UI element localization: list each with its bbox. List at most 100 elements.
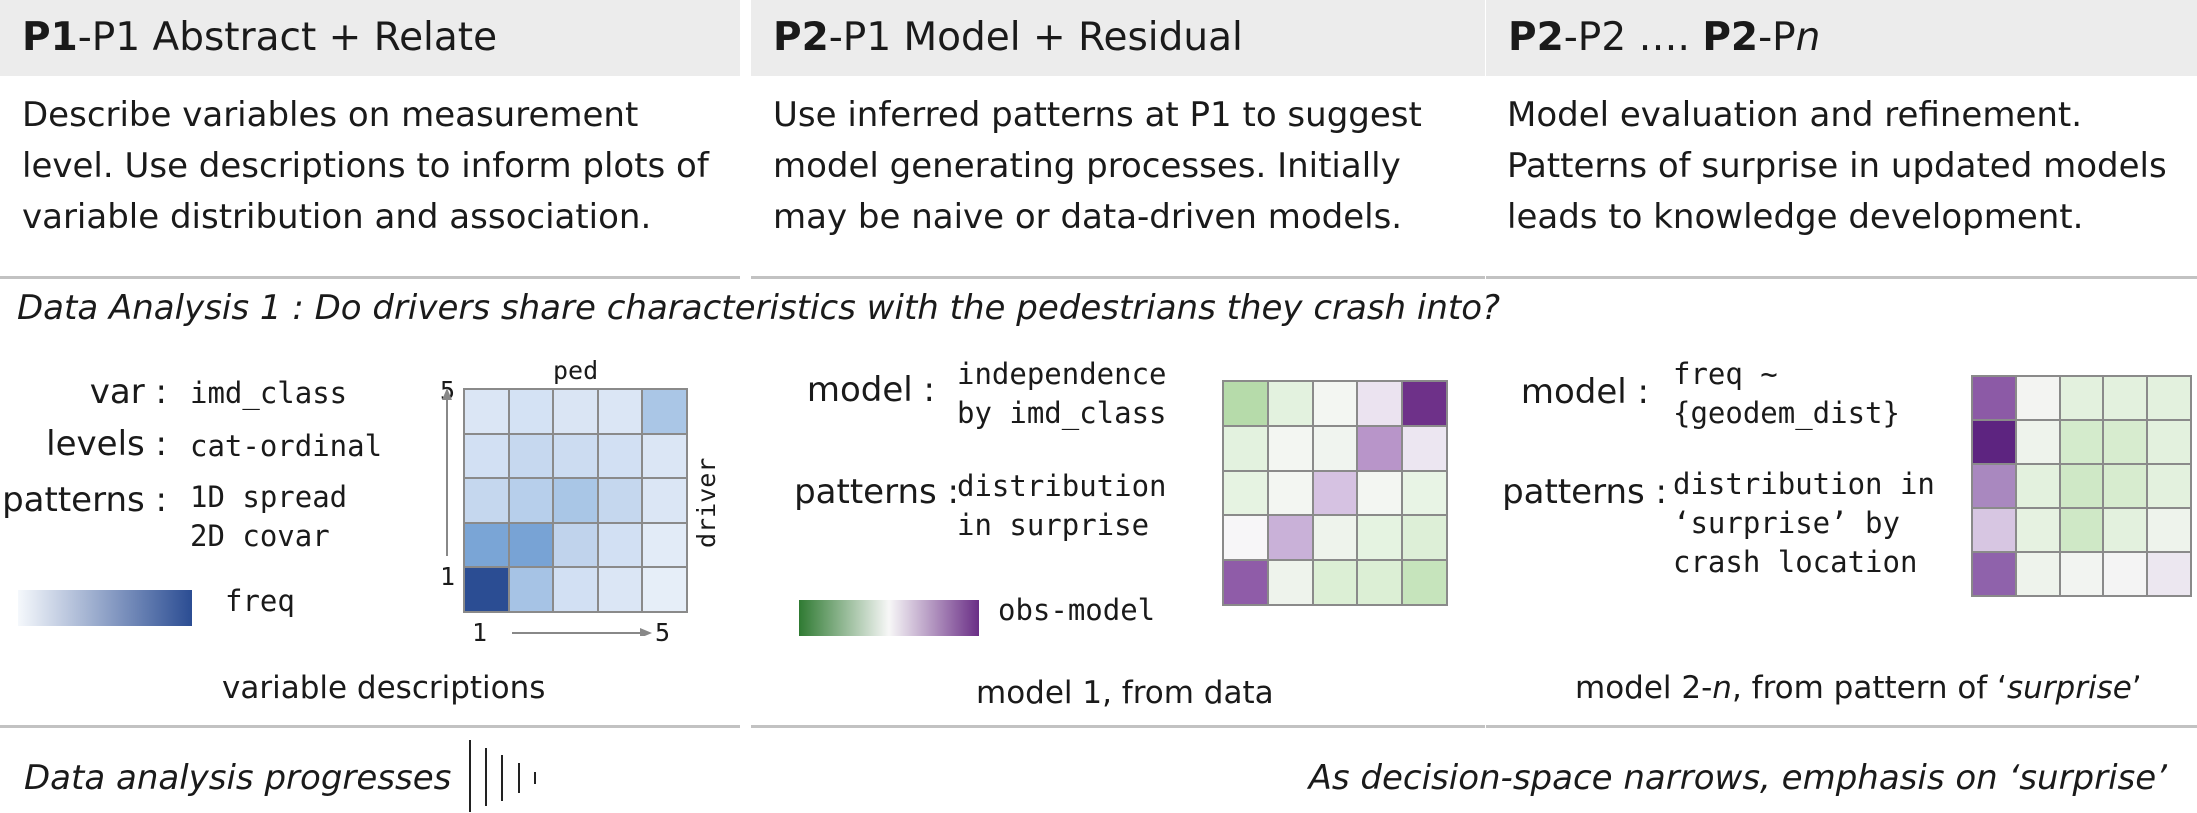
- divider-lower-1: [0, 725, 740, 728]
- panel1-heatmap-cell-4-0: [464, 567, 509, 612]
- panel3-heatmap-cell-2-2: [2059, 464, 2104, 508]
- panel1-levels-label: levels :: [46, 424, 167, 464]
- panel3-heatmap-cell-3-2: [2059, 508, 2104, 552]
- panel3-heatmap-cell-2-1: [2015, 464, 2060, 508]
- panel3-heatmap-cell-4-0: [1972, 552, 2016, 596]
- panel3-heatmap-cell-1-1: [2015, 420, 2060, 464]
- panel1-levels-value: cat-ordinal: [190, 429, 383, 463]
- panel1-x-min-tick: 1: [472, 618, 488, 647]
- column-header-p2-pn: P2-P2 …. P2-Pn: [1486, 0, 2197, 76]
- panel2-heatmap-cell-4-3: [1357, 560, 1403, 605]
- divider-upper-1: [0, 276, 740, 279]
- panel1-legend-label: freq: [225, 584, 295, 618]
- panel2-model-value: independence by imd_class: [957, 357, 1167, 430]
- panel2-legend-label: obs-model: [998, 593, 1156, 627]
- panel1-heatmap-cell-3-0: [464, 522, 509, 568]
- panel1-heatmap-cell-2-1: [508, 478, 554, 523]
- panel2-heatmap-cell-2-1: [1267, 470, 1313, 516]
- panel2-heatmap-cell-4-4: [1402, 560, 1447, 605]
- panel3-heatmap-cell-4-2: [2059, 552, 2104, 596]
- panel3-patterns-value: distribution in ‘surprise’ by crash loca…: [1673, 467, 1935, 579]
- panel3-heatmap-cell-3-4: [2147, 508, 2191, 552]
- divider-upper-2: [751, 276, 1485, 279]
- panel1-heatmap-cell-3-3: [597, 522, 643, 568]
- panel3-heatmap-cell-0-1: [2015, 376, 2060, 420]
- panel1-heatmap-cell-4-3: [597, 567, 643, 612]
- panel3-heatmap-cell-4-3: [2103, 552, 2148, 596]
- panel3-heatmap: [1971, 375, 2192, 597]
- description-p1: Describe variables on measurement level.…: [22, 95, 709, 237]
- panel1-heatmap-cell-1-0: [464, 433, 509, 479]
- panel2-heatmap-cell-1-0: [1223, 425, 1268, 471]
- footer-progress-text: Data analysis progresses: [24, 758, 452, 798]
- panel2-heatmap-cell-0-1: [1267, 381, 1313, 426]
- divider-lower-2: [751, 725, 1485, 728]
- header-p3-bold2: P2: [1702, 15, 1759, 60]
- panel3-heatmap-cell-2-4: [2147, 464, 2191, 508]
- panel3-heatmap-cell-0-0: [1972, 376, 2016, 420]
- panel1-var-label: var :: [89, 372, 167, 412]
- panel3-heatmap-cell-3-3: [2103, 508, 2148, 552]
- description-p2-p1: Use inferred patterns at P1 to suggest m…: [773, 95, 1422, 237]
- panel3-model-label: model :: [1520, 372, 1649, 412]
- panel1-heatmap-cell-3-2: [553, 522, 598, 568]
- panel2-patterns-value: distribution in surprise: [957, 469, 1167, 542]
- header-p1-bold: P1: [22, 15, 78, 60]
- panel1-heatmap-cell-4-4: [642, 567, 687, 612]
- panel2-heatmap-cell-1-2: [1312, 425, 1358, 471]
- panel1-heatmap-cell-0-3: [597, 389, 643, 434]
- header-p3-bold: P2: [1508, 15, 1564, 60]
- panel1-freq-legend-bar: [18, 590, 192, 626]
- panel3-patterns-label: patterns :: [1502, 472, 1667, 512]
- panel3-heatmap-cell-1-4: [2147, 420, 2191, 464]
- panel1-x-max-tick: 5: [655, 618, 671, 647]
- header-p3-text2: -P: [1758, 15, 1796, 60]
- panel3-heatmap-cell-3-1: [2015, 508, 2060, 552]
- panel3-model-value: freq ~ {geodem_dist}: [1673, 357, 1900, 430]
- panel1-patterns-label: patterns :: [2, 480, 167, 520]
- panel1-heatmap-cell-0-1: [508, 389, 554, 434]
- panel2-heatmap-cell-1-3: [1357, 425, 1403, 471]
- panel1-heatmap-cell-1-1: [508, 433, 554, 479]
- panel1-axis-arrows: [442, 388, 652, 636]
- header-p2-bold: P2: [773, 15, 829, 60]
- panel3-heatmap-cell-0-2: [2059, 376, 2104, 420]
- panel2-heatmap-cell-4-0: [1223, 560, 1268, 605]
- progress-tick-1: [469, 740, 471, 812]
- panel2-heatmap-cell-0-2: [1312, 381, 1358, 426]
- progress-tick-2: [485, 748, 487, 806]
- panel1-heatmap-cell-0-4: [642, 389, 687, 434]
- panel3-heatmap-cell-0-3: [2103, 376, 2148, 420]
- divider-lower-3: [1486, 725, 2197, 728]
- panel2-patterns-label: patterns :: [794, 472, 959, 512]
- panel2-heatmap: [1222, 380, 1448, 606]
- footer-surprise-text: As decision-space narrows, emphasis on ‘…: [1308, 758, 2167, 798]
- panel3-caption: model 2-n, from pattern of ‘surprise’: [1575, 670, 2142, 706]
- panel1-heatmap-cell-2-3: [597, 478, 643, 523]
- panel1-heatmap-cell-1-3: [597, 433, 643, 479]
- panel1-patterns-value: 1D spread 2D covar: [190, 480, 348, 553]
- progress-tick-4: [518, 763, 520, 793]
- panel2-heatmap-cell-4-1: [1267, 560, 1313, 605]
- panel1-heatmap-cell-0-0: [464, 389, 509, 434]
- panel2-heatmap-cell-3-2: [1312, 515, 1358, 561]
- panel1-y-axis-label: driver: [692, 457, 721, 548]
- panel1-heatmap-cell-1-2: [553, 433, 598, 479]
- panel1-y-min-tick: 1: [440, 562, 456, 591]
- panel2-heatmap-cell-4-2: [1312, 560, 1358, 605]
- panel1-heatmap-cell-0-2: [553, 389, 598, 434]
- panel1-heatmap-cell-4-2: [553, 567, 598, 612]
- panel3-heatmap-cell-1-3: [2103, 420, 2148, 464]
- header-p3-italic: n: [1795, 15, 1821, 60]
- panel3-caption-surprise: surprise: [2007, 670, 2132, 706]
- header-p3-text: -P2 ….: [1563, 15, 1703, 60]
- panel2-heatmap-cell-2-3: [1357, 470, 1403, 516]
- panel3-heatmap-cell-4-1: [2015, 552, 2060, 596]
- panel3-heatmap-cell-3-0: [1972, 508, 2016, 552]
- panel2-model-label: model :: [806, 370, 935, 410]
- panel1-heatmap: [463, 388, 688, 613]
- panel2-heatmap-cell-2-0: [1223, 470, 1268, 516]
- panel2-obs-model-legend-bar: [799, 600, 979, 636]
- panel3-caption-post: ’: [2131, 670, 2142, 706]
- panel2-heatmap-cell-2-4: [1402, 470, 1447, 516]
